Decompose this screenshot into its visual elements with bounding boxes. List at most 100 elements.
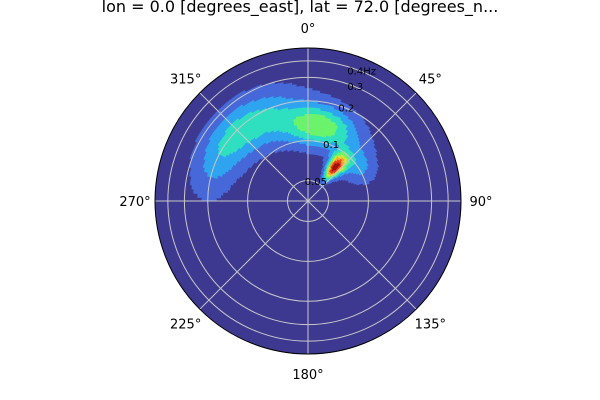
contour-cell [296, 92, 302, 96]
contour-cell [307, 90, 313, 93]
radial-tick-label: 0.05 [305, 177, 327, 188]
tick-labels: 0° 45° 90° 135° 180° 225° 270° 315° 0.05 0.1 0.2 0.… [119, 22, 492, 383]
contour-cell [322, 180, 325, 184]
contour-cell [207, 196, 211, 202]
contour-cell [303, 90, 309, 93]
contour-cell [209, 197, 213, 202]
contour-cell [307, 115, 312, 119]
contour-cell [303, 96, 309, 100]
contour-cell [298, 115, 303, 119]
contour-cell [212, 197, 215, 202]
contour-cell [301, 117, 306, 121]
contour-cell [307, 111, 312, 114]
contour-cell [372, 173, 377, 178]
contour-cell [345, 103, 351, 109]
contour-cell [344, 163, 348, 168]
contour-cell [320, 179, 323, 182]
contour-cell [322, 183, 325, 186]
contour-cell [295, 86, 301, 90]
contour-cell [373, 170, 378, 175]
contour-cell [307, 102, 312, 106]
contour-cell [366, 180, 370, 185]
contour-cell [307, 109, 312, 112]
contour-cell [324, 182, 328, 186]
contour-cell [297, 101, 302, 104]
angular-gridline [307, 92, 417, 202]
contour-cell [304, 109, 309, 112]
contour-cell [375, 163, 380, 168]
contour-cell [297, 103, 302, 106]
contour-cell [373, 148, 378, 153]
contour-cell [286, 82, 293, 87]
contour-cell [299, 86, 305, 89]
contour-cell [321, 182, 324, 186]
contour-cell [303, 145, 307, 149]
contour-cell [371, 176, 376, 181]
contour-cell [307, 117, 312, 121]
polar-grid [155, 48, 461, 354]
radial-tick-label: 0.2 [338, 103, 354, 114]
contour-cell [201, 196, 204, 202]
contour-cell [320, 174, 324, 178]
contour-cell [321, 177, 324, 180]
contour-cell [319, 181, 323, 184]
contour-cell [321, 180, 324, 183]
contour-cell [302, 126, 306, 129]
contour-cell [370, 138, 375, 144]
contour-cell [302, 130, 306, 134]
contour-cell [303, 141, 307, 144]
radial-tick-label: 0.3 [347, 82, 363, 93]
contour-cell [269, 82, 276, 87]
contour-cell [299, 90, 305, 93]
angular-gridline [199, 92, 309, 202]
contour-cell [319, 176, 323, 179]
angular-gridline [199, 200, 309, 310]
contour-cell [297, 105, 302, 109]
contour-cell [301, 115, 306, 119]
contour-cell [278, 82, 284, 86]
contour-cell [302, 122, 306, 125]
angle-tick-label: 45° [419, 73, 442, 88]
contour-cell [298, 113, 303, 117]
contour-cell [304, 107, 309, 110]
contour-cell [298, 111, 303, 115]
contour-cell [296, 94, 302, 98]
contour-cell [301, 119, 306, 123]
contour-cell [361, 119, 367, 124]
angle-tick-label: 90° [469, 195, 492, 210]
polar-outline [154, 47, 462, 355]
contour-cell [307, 105, 312, 108]
chart-title: lon = 0.0 [degrees_east], lat = 72.0 [de… [101, 0, 499, 16]
contour-cell [345, 165, 350, 169]
contour-cell [296, 96, 302, 100]
contour-cell [359, 115, 365, 121]
contour-cell [304, 102, 309, 106]
contour-cell [295, 90, 302, 94]
contour-cell [341, 161, 346, 165]
contour-cell [373, 151, 378, 157]
contour-cell [302, 132, 307, 136]
contour-cell [314, 90, 321, 94]
contour-cell [302, 128, 306, 132]
contour-cell [325, 93, 332, 98]
contour-cell [322, 181, 326, 184]
contour-cell [300, 94, 305, 98]
contour-cell [320, 179, 324, 183]
contour-cell [239, 89, 246, 96]
contour-cell [300, 96, 305, 100]
contour-cell [320, 176, 323, 180]
contour-cell [374, 157, 379, 163]
contour-cell [307, 113, 312, 117]
contour-cell [304, 149, 307, 153]
radial-tick-label: 0.1 [323, 140, 339, 151]
contour-cell [307, 107, 312, 110]
angle-tick-label: 270° [119, 195, 150, 210]
angle-tick-label: 0° [301, 22, 316, 37]
contour-cell [303, 136, 307, 140]
angle-tick-label: 315° [170, 73, 201, 88]
contour-cell [319, 173, 323, 177]
contour-cell [307, 92, 313, 95]
contour-cell [304, 111, 309, 114]
contour-cell [307, 96, 313, 100]
